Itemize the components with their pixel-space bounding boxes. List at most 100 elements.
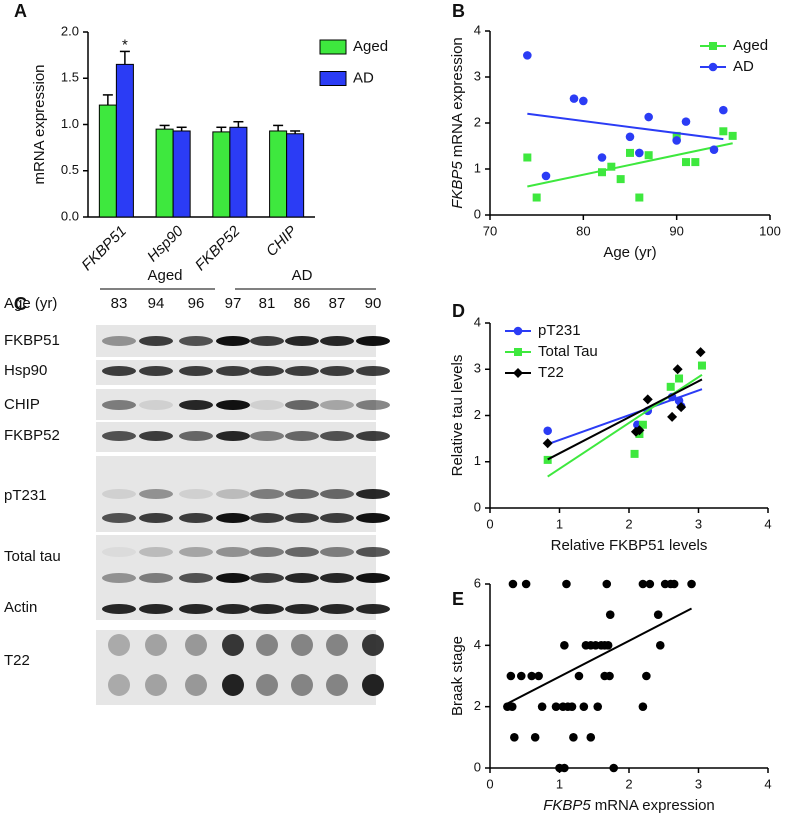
point bbox=[719, 105, 728, 115]
point bbox=[532, 193, 541, 202]
band bbox=[250, 573, 284, 583]
point bbox=[625, 132, 635, 142]
band bbox=[356, 431, 390, 441]
y-tick-label: 6 bbox=[474, 575, 481, 590]
band bbox=[179, 573, 213, 583]
point bbox=[728, 131, 737, 140]
bar bbox=[286, 133, 305, 218]
blot-row-label: Hsp90 bbox=[4, 362, 47, 379]
y-tick-label: 3 bbox=[474, 361, 481, 376]
band bbox=[216, 366, 250, 376]
point bbox=[574, 671, 584, 681]
age: 83 bbox=[111, 295, 128, 312]
point bbox=[560, 763, 569, 773]
point bbox=[666, 382, 675, 391]
point bbox=[543, 455, 552, 464]
x-tick-label: 3 bbox=[695, 516, 702, 531]
x-tick-label: 90 bbox=[669, 223, 683, 238]
band bbox=[285, 489, 319, 499]
x-tick-label: 1 bbox=[556, 516, 563, 531]
dot bbox=[185, 674, 207, 696]
x-tick-label: 1 bbox=[556, 776, 563, 791]
band bbox=[285, 604, 319, 614]
point bbox=[644, 151, 653, 160]
point bbox=[607, 162, 616, 171]
band bbox=[356, 573, 390, 583]
dot bbox=[256, 674, 278, 696]
band bbox=[320, 489, 354, 499]
band bbox=[356, 336, 390, 346]
band bbox=[139, 604, 173, 614]
band bbox=[139, 489, 173, 499]
annotation: * bbox=[122, 36, 128, 53]
band bbox=[139, 431, 173, 441]
point bbox=[675, 374, 684, 383]
band bbox=[216, 431, 250, 441]
legend-label: Total Tau bbox=[538, 343, 598, 360]
bar bbox=[115, 63, 134, 218]
blot-row-label: Total tau bbox=[4, 548, 61, 565]
point bbox=[634, 425, 645, 436]
band bbox=[102, 336, 136, 346]
x-axis-label: Relative FKBP51 levels bbox=[551, 537, 708, 554]
band bbox=[179, 604, 213, 614]
point bbox=[669, 579, 679, 589]
age: 90 bbox=[365, 295, 382, 312]
point bbox=[534, 671, 543, 681]
point bbox=[630, 449, 639, 458]
point bbox=[645, 579, 655, 589]
x-tick-label: FKBP52 bbox=[192, 222, 244, 274]
point bbox=[676, 402, 687, 413]
point bbox=[644, 112, 653, 122]
blot-row-label: FKBP51 bbox=[4, 332, 60, 349]
dot bbox=[185, 634, 207, 656]
point bbox=[506, 671, 516, 681]
point bbox=[635, 193, 644, 202]
x-tick-label: 80 bbox=[576, 223, 590, 238]
band bbox=[102, 366, 136, 376]
point bbox=[691, 158, 700, 167]
band bbox=[102, 547, 136, 557]
bar bbox=[98, 104, 117, 218]
point bbox=[579, 702, 589, 711]
point bbox=[579, 96, 588, 106]
group-label: Aged bbox=[147, 267, 182, 284]
x-tick-label: FKBP51 bbox=[78, 223, 130, 275]
band bbox=[250, 431, 284, 441]
point bbox=[719, 127, 728, 136]
trend-line bbox=[506, 607, 693, 705]
band bbox=[216, 489, 250, 499]
point bbox=[635, 148, 644, 158]
point bbox=[709, 42, 717, 50]
point bbox=[507, 702, 517, 711]
legend-label: AD bbox=[733, 58, 754, 75]
point bbox=[603, 641, 613, 650]
x-tick-label: 3 bbox=[695, 776, 702, 791]
band bbox=[285, 513, 319, 523]
dot bbox=[145, 634, 167, 656]
blot-strip bbox=[96, 535, 376, 600]
dot bbox=[326, 674, 348, 696]
point bbox=[667, 411, 678, 422]
panel-label: A bbox=[14, 1, 27, 21]
trend-line bbox=[527, 142, 733, 188]
band bbox=[250, 547, 284, 557]
band bbox=[320, 336, 354, 346]
point bbox=[687, 579, 696, 589]
point bbox=[513, 368, 523, 378]
y-tick-label: 0 bbox=[474, 759, 481, 774]
legend-label: Aged bbox=[353, 38, 388, 55]
y-axis-label-text: mRNA expression bbox=[449, 37, 466, 157]
dot bbox=[291, 674, 313, 696]
band bbox=[285, 547, 319, 557]
y-axis-label: FKBP5 mRNA expression bbox=[449, 37, 466, 209]
band bbox=[102, 489, 136, 499]
band bbox=[320, 400, 354, 410]
point bbox=[616, 175, 625, 184]
y-tick-label: 4 bbox=[474, 637, 481, 652]
x-tick-label: CHIP bbox=[263, 223, 300, 260]
dot bbox=[256, 634, 278, 656]
point bbox=[598, 168, 606, 177]
blot-row-label: T22 bbox=[4, 652, 30, 669]
point bbox=[708, 62, 718, 72]
